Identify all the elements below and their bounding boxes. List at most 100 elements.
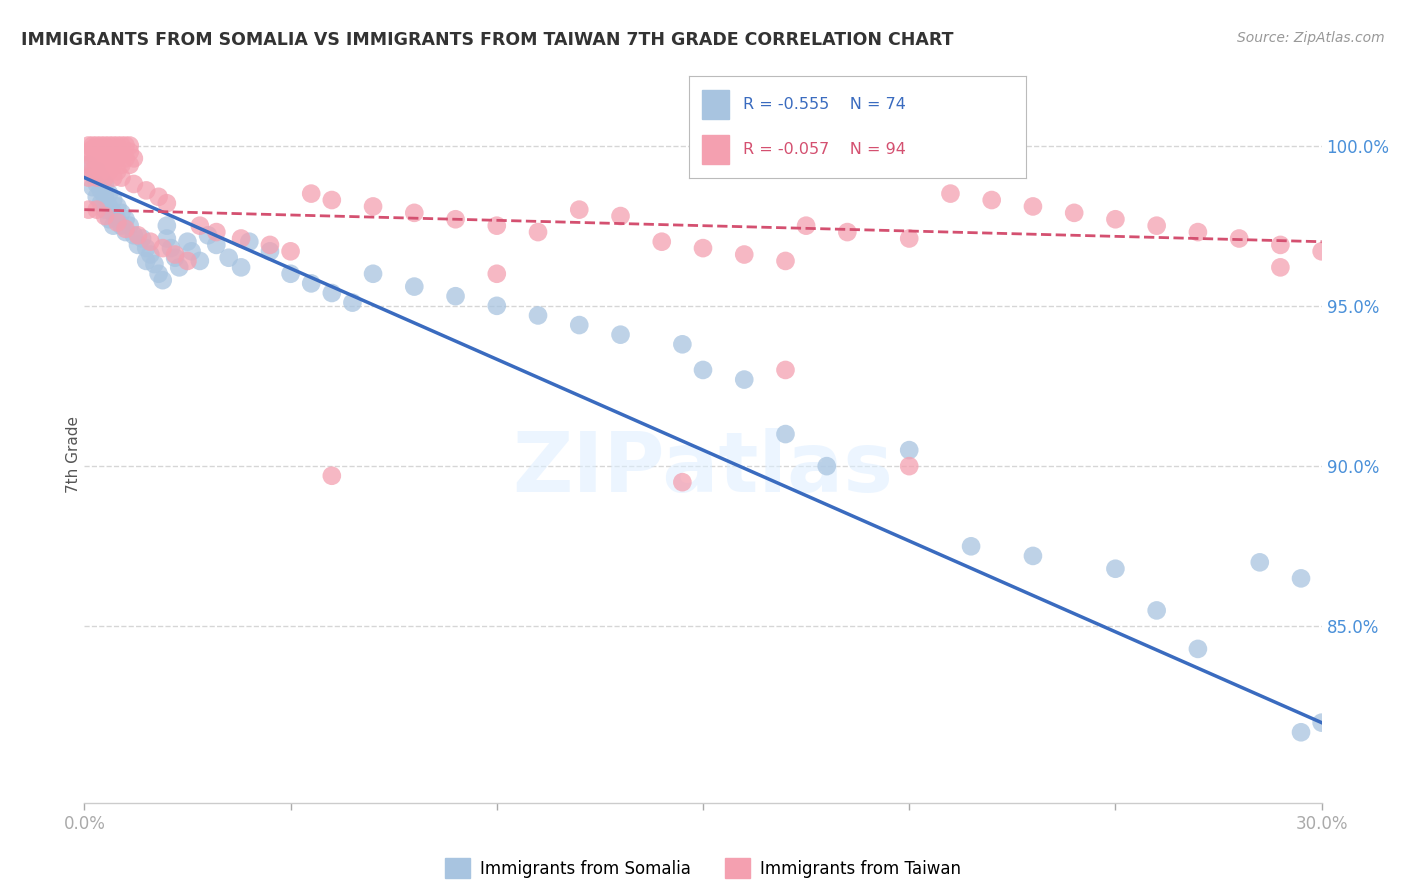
Point — [135, 254, 157, 268]
Point — [98, 212, 121, 227]
Point — [127, 238, 149, 252]
Point — [139, 235, 162, 249]
Point — [105, 152, 128, 166]
Point — [609, 327, 631, 342]
Point — [152, 273, 174, 287]
Point — [280, 244, 302, 259]
Point — [1289, 725, 1312, 739]
Point — [94, 190, 117, 204]
Point — [77, 158, 100, 172]
Point — [103, 219, 125, 233]
Text: R = -0.057    N = 94: R = -0.057 N = 94 — [742, 142, 905, 157]
Point — [1146, 603, 1168, 617]
Point — [86, 202, 108, 217]
Point — [118, 145, 141, 159]
Point — [229, 260, 252, 275]
Point — [280, 267, 302, 281]
Point — [156, 219, 179, 233]
Point — [148, 190, 170, 204]
Point — [960, 539, 983, 553]
Text: R = -0.555    N = 74: R = -0.555 N = 74 — [742, 97, 905, 112]
Point — [90, 164, 112, 178]
Bar — [703, 90, 730, 119]
Point — [205, 225, 228, 239]
Point — [794, 219, 817, 233]
Point — [105, 215, 128, 229]
Point — [1270, 238, 1292, 252]
Point — [86, 164, 108, 178]
Point — [118, 138, 141, 153]
Point — [229, 231, 252, 245]
Text: IMMIGRANTS FROM SOMALIA VS IMMIGRANTS FROM TAIWAN 7TH GRADE CORRELATION CHART: IMMIGRANTS FROM SOMALIA VS IMMIGRANTS FR… — [21, 31, 953, 49]
Point — [103, 170, 125, 185]
Point — [98, 199, 121, 213]
Point — [651, 235, 673, 249]
Point — [98, 142, 121, 156]
Point — [114, 212, 136, 227]
Point — [527, 225, 550, 239]
Point — [1310, 244, 1333, 259]
Point — [1227, 231, 1250, 245]
Point — [837, 225, 859, 239]
Point — [90, 196, 112, 211]
Point — [127, 228, 149, 243]
Point — [103, 193, 125, 207]
Point — [135, 183, 157, 197]
Point — [82, 180, 104, 194]
Point — [86, 145, 108, 159]
Point — [259, 244, 281, 259]
Point — [118, 219, 141, 233]
Point — [105, 199, 128, 213]
Point — [122, 177, 145, 191]
Point — [1187, 641, 1209, 656]
Point — [180, 244, 202, 259]
Point — [77, 138, 100, 153]
Point — [110, 206, 132, 220]
Point — [98, 186, 121, 201]
Point — [1022, 199, 1045, 213]
Point — [103, 138, 125, 153]
Point — [103, 145, 125, 159]
Point — [114, 222, 136, 236]
Point — [188, 219, 211, 233]
Point — [898, 443, 921, 458]
Point — [692, 363, 714, 377]
Point — [94, 202, 117, 217]
Point — [299, 277, 322, 291]
Text: ZIPatlas: ZIPatlas — [513, 428, 893, 509]
Point — [165, 247, 187, 261]
Point — [90, 170, 112, 185]
Point — [671, 475, 693, 490]
Point — [103, 158, 125, 172]
Point — [321, 468, 343, 483]
Y-axis label: 7th Grade: 7th Grade — [66, 417, 80, 493]
Point — [527, 309, 550, 323]
Point — [94, 209, 117, 223]
Point — [342, 295, 364, 310]
Bar — [703, 136, 730, 164]
Point — [82, 152, 104, 166]
Point — [404, 206, 426, 220]
Point — [176, 235, 198, 249]
Point — [110, 219, 132, 233]
Point — [94, 145, 117, 159]
Point — [197, 228, 219, 243]
Point — [94, 138, 117, 153]
Point — [692, 241, 714, 255]
Point — [205, 238, 228, 252]
Point — [898, 231, 921, 245]
Point — [568, 202, 591, 217]
Point — [110, 138, 132, 153]
Point — [105, 164, 128, 178]
Point — [165, 251, 187, 265]
Point — [1146, 219, 1168, 233]
Point — [259, 238, 281, 252]
Point — [404, 279, 426, 293]
Point — [98, 164, 121, 178]
Point — [90, 138, 112, 153]
Point — [110, 158, 132, 172]
Point — [361, 267, 384, 281]
Point — [114, 152, 136, 166]
Point — [361, 199, 384, 213]
Point — [94, 158, 117, 172]
